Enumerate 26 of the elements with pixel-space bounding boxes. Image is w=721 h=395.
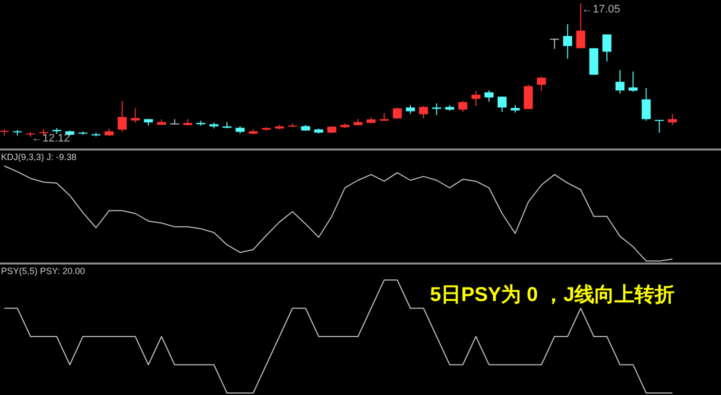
- candlestick: [458, 100, 468, 112]
- candlestick: [550, 38, 559, 50]
- candlestick: [392, 107, 402, 120]
- chart-title: KDJ(9,3,3) J: -9.38: [1, 152, 77, 162]
- candlestick: [628, 70, 638, 92]
- candlestick: [484, 90, 494, 102]
- candlestick: [536, 76, 546, 92]
- candlestick: [576, 2, 586, 49]
- candlestick: [118, 100, 127, 132]
- candlestick: [602, 34, 612, 62]
- candlestick: [654, 119, 664, 134]
- candlestick: [419, 106, 428, 119]
- candlestick: [524, 84, 533, 110]
- annotation: 5日PSY为 0 ，J线向上转折: [430, 284, 675, 306]
- candlestick: [432, 102, 442, 116]
- candlestick: [642, 87, 651, 122]
- candlestick: [471, 90, 480, 107]
- annotation: ←17.05: [582, 3, 620, 16]
- candlestick: [130, 108, 140, 124]
- candlestick: [616, 70, 624, 94]
- annotation: ←12.12: [32, 132, 70, 145]
- candlestick: [563, 24, 572, 60]
- chart-title: PSY(5,5) PSY: 20.00: [1, 266, 86, 276]
- candlestick: [170, 118, 180, 124]
- candlestick: [668, 113, 677, 126]
- candlestick: [498, 96, 507, 112]
